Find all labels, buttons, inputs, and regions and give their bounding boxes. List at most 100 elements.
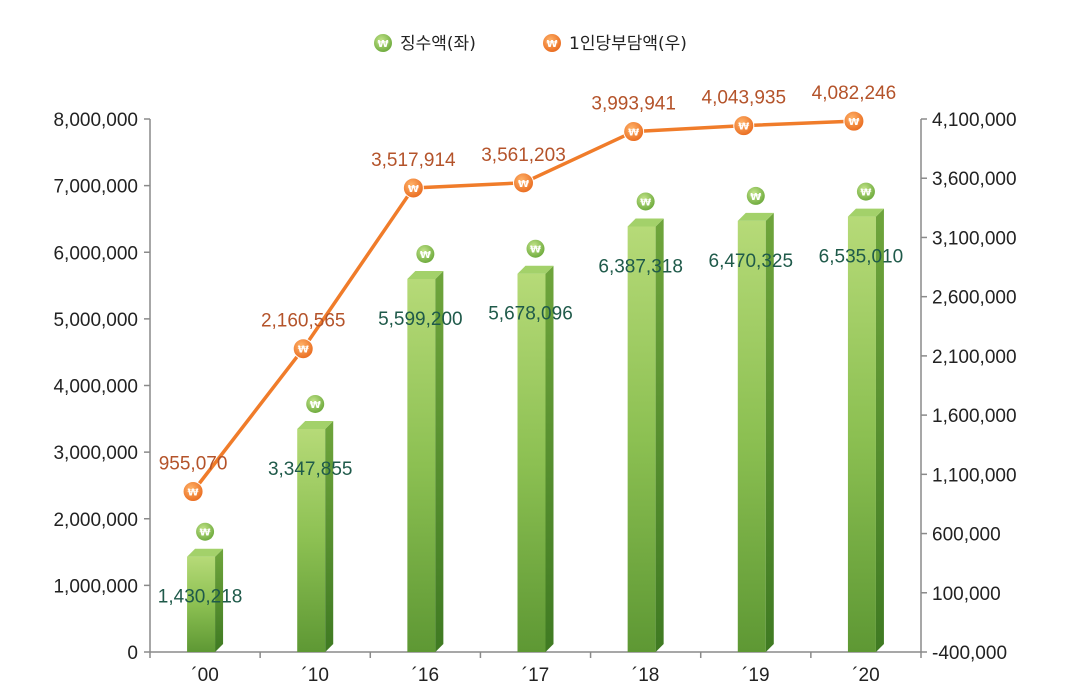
bar-top	[407, 270, 444, 279]
bar-series: ₩ ₩ ₩ ₩ ₩ ₩ ₩	[187, 182, 884, 652]
won-symbol: ₩	[530, 245, 541, 256]
bar-data-label: 6,387,318	[598, 256, 683, 277]
orange-won-coin-icon	[182, 480, 204, 502]
won-symbol: ₩	[377, 39, 388, 50]
won-symbol: ₩	[860, 188, 871, 199]
orange-won-coin-icon	[843, 110, 865, 132]
won-symbol: ₩	[518, 179, 529, 190]
x-tick-label: ´16	[412, 665, 439, 686]
left-tick-label: 0	[127, 643, 138, 664]
green-won-coin-icon	[416, 244, 435, 263]
bar-top	[187, 548, 224, 557]
line-data-label: 955,070	[159, 453, 228, 474]
orange-won-coin-icon	[292, 338, 314, 360]
bar-side	[875, 208, 884, 652]
bar-data-label: 6,535,010	[819, 247, 904, 268]
green-won-coin-icon	[856, 182, 875, 201]
right-tick-label: 1,100,000	[932, 465, 1017, 486]
bar: ₩	[737, 186, 774, 652]
bar-top	[737, 212, 774, 221]
orange-won-coin-icon	[402, 177, 424, 199]
green-won-coin-icon	[526, 239, 545, 258]
bar-side	[655, 218, 664, 652]
won-symbol: ₩	[188, 487, 199, 498]
line-data-label: 4,043,935	[702, 88, 787, 109]
legend: ₩ 징수액(좌) ₩ 1인당부담액(우)	[374, 34, 687, 54]
right-axis-ticks: -400,000 100,000 600,000 1,100,000 1,600,000…	[921, 110, 1017, 664]
bar-data-label: 5,678,096	[488, 304, 573, 325]
bar: ₩	[297, 394, 334, 652]
left-tick-label: 8,000,000	[53, 110, 138, 131]
green-won-coin-icon	[306, 394, 325, 413]
line-data-label: 2,160,565	[261, 311, 346, 332]
right-tick-label: 4,100,000	[932, 110, 1017, 131]
orange-won-coin-icon	[733, 115, 755, 137]
left-tick-label: 1,000,000	[53, 576, 138, 597]
bar-front	[627, 226, 656, 652]
line-data-label: 3,561,203	[481, 145, 566, 166]
left-tick-label: 6,000,000	[53, 243, 138, 264]
bar-front	[517, 273, 546, 652]
x-tick-label: ´00	[191, 665, 218, 686]
bar: ₩	[847, 182, 884, 652]
bar-data-labels: 1,430,218 3,347,855 5,599,200 5,678,096 6,38…	[158, 247, 903, 608]
bar-front	[847, 216, 876, 652]
line-point: ₩3,993,941	[591, 94, 676, 143]
won-symbol: ₩	[298, 345, 309, 356]
bar-side	[765, 212, 774, 652]
x-tick-label: ´19	[742, 665, 769, 686]
bar: ₩	[407, 244, 444, 652]
left-tick-label: 2,000,000	[53, 510, 138, 531]
won-symbol: ₩	[408, 184, 419, 195]
bar-front	[737, 220, 766, 652]
x-tick-label: ´17	[522, 665, 549, 686]
won-symbol: ₩	[640, 197, 651, 208]
right-tick-label: 2,600,000	[932, 288, 1017, 309]
bar-side	[435, 270, 444, 652]
x-tick-label: ´10	[301, 665, 328, 686]
bar-top	[847, 208, 884, 217]
bar-side	[325, 420, 334, 652]
bar: ₩	[517, 239, 554, 652]
bar: ₩	[627, 192, 664, 652]
bar-front	[187, 556, 216, 652]
bar-top	[627, 218, 664, 227]
won-symbol: ₩	[628, 128, 639, 139]
legend-item-line: ₩ 1인당부담액(우)	[543, 34, 687, 54]
won-symbol: ₩	[848, 117, 859, 128]
bar-side	[545, 265, 554, 652]
bar-data-label: 5,599,200	[378, 309, 463, 330]
line-data-label: 3,993,941	[591, 94, 676, 115]
line-data-label: 3,517,914	[371, 150, 456, 171]
green-won-coin-icon	[746, 186, 765, 205]
legend-line-label: 1인당부담액(우)	[569, 34, 687, 54]
legend-item-bar: ₩ 징수액(좌)	[374, 34, 476, 54]
x-tick-label: ´20	[852, 665, 879, 686]
bar-front	[407, 278, 436, 652]
right-tick-label: 1,600,000	[932, 406, 1017, 427]
bar-front	[297, 428, 326, 652]
left-tick-label: 7,000,000	[53, 177, 138, 198]
bar-top	[297, 420, 334, 429]
legend-bar-label: 징수액(좌)	[400, 34, 476, 54]
line-point: ₩4,082,246	[812, 83, 896, 132]
line-point: ₩2,160,565	[261, 311, 346, 360]
orange-won-coin-icon	[513, 172, 534, 194]
won-symbol: ₩	[750, 192, 761, 203]
left-tick-label: 3,000,000	[53, 443, 138, 464]
left-axis-ticks: 0 1,000,000 2,000,000 3,000,000 4,000,000 5,0…	[53, 110, 150, 664]
line-point: ₩3,561,203	[481, 145, 566, 194]
bar-side	[215, 548, 224, 652]
bar-data-label: 6,470,325	[709, 251, 794, 272]
green-won-coin-icon	[636, 192, 655, 211]
right-tick-label: 3,600,000	[932, 169, 1017, 190]
right-tick-label: 600,000	[932, 525, 1001, 546]
bar-data-label: 1,430,218	[158, 587, 243, 608]
right-tick-label: 3,100,000	[932, 228, 1017, 249]
bar: ₩	[187, 522, 224, 652]
orange-won-coin-icon	[543, 34, 561, 52]
bar-top	[517, 265, 554, 274]
bar-data-label: 3,347,855	[268, 459, 353, 480]
